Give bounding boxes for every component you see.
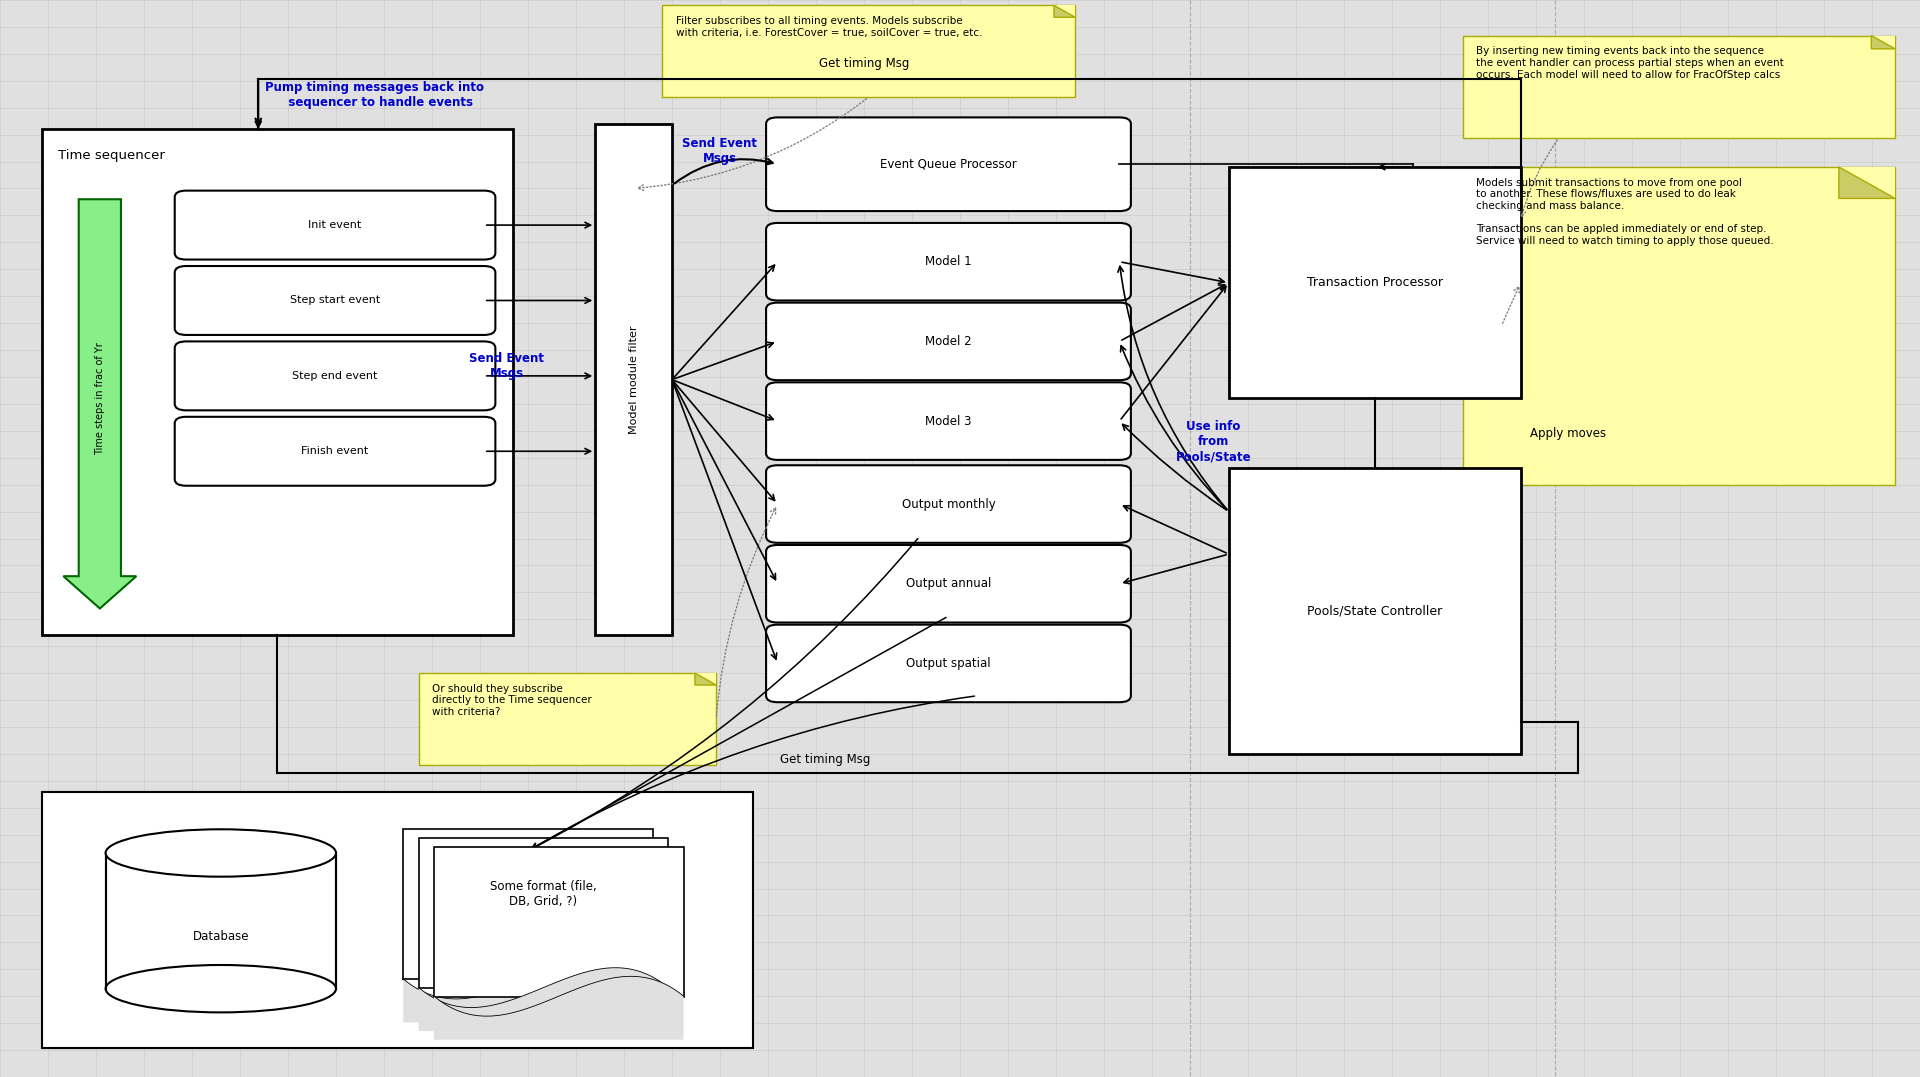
Bar (662, 5, 1075, 97)
Ellipse shape (106, 829, 336, 877)
Polygon shape (1054, 5, 1075, 17)
Text: Pump timing messages back into
   sequencer to handle events: Pump timing messages back into sequencer… (265, 81, 484, 109)
FancyBboxPatch shape (175, 191, 495, 260)
Text: Finish event: Finish event (301, 446, 369, 457)
Text: Get timing Msg: Get timing Msg (818, 57, 910, 70)
Bar (1463, 167, 1895, 485)
Bar (1463, 36, 1895, 138)
FancyBboxPatch shape (175, 417, 495, 486)
Polygon shape (1839, 167, 1895, 198)
Text: Database: Database (192, 931, 250, 943)
Text: Model module filter: Model module filter (628, 325, 639, 434)
FancyBboxPatch shape (766, 117, 1131, 211)
Text: Apply moves: Apply moves (1530, 426, 1607, 440)
Text: Transaction Processor: Transaction Processor (1308, 276, 1442, 290)
Text: Output annual: Output annual (906, 577, 991, 590)
Polygon shape (419, 968, 668, 1031)
FancyBboxPatch shape (766, 303, 1131, 380)
Polygon shape (1054, 5, 1075, 17)
Bar (434, 847, 684, 996)
Ellipse shape (106, 965, 336, 1012)
FancyArrow shape (63, 199, 136, 609)
FancyBboxPatch shape (766, 465, 1131, 543)
Text: Time sequencer: Time sequencer (58, 149, 165, 162)
Text: Time steps in frac of Yr: Time steps in frac of Yr (94, 342, 106, 454)
Bar (1229, 167, 1521, 398)
Text: Or should they subscribe
directly to the Time sequencer
with criteria?: Or should they subscribe directly to the… (432, 684, 591, 717)
FancyBboxPatch shape (175, 266, 495, 335)
Text: Get timing Msg: Get timing Msg (780, 753, 872, 766)
Text: Filter subscribes to all timing events. Models subscribe
with criteria, i.e. For: Filter subscribes to all timing events. … (676, 16, 983, 38)
FancyBboxPatch shape (766, 625, 1131, 702)
Text: Output monthly: Output monthly (902, 498, 995, 510)
Bar (419, 838, 668, 988)
Text: Pools/State Controller: Pools/State Controller (1308, 604, 1442, 618)
Text: Init event: Init event (309, 220, 361, 230)
Bar (403, 829, 653, 979)
Polygon shape (695, 673, 716, 685)
FancyBboxPatch shape (766, 223, 1131, 300)
Bar (106, 853, 336, 989)
Text: By inserting new timing events back into the sequence
the event handler can proc: By inserting new timing events back into… (1476, 46, 1784, 80)
Text: Output spatial: Output spatial (906, 657, 991, 670)
Bar (42, 129, 513, 635)
Text: Send Event
Msgs: Send Event Msgs (682, 137, 758, 165)
Polygon shape (434, 977, 684, 1039)
Text: Step start event: Step start event (290, 295, 380, 306)
Text: Send Event
Msgs: Send Event Msgs (468, 352, 545, 380)
Text: Model 2: Model 2 (925, 335, 972, 348)
Text: Use info
from
Pools/State: Use info from Pools/State (1175, 420, 1252, 463)
FancyBboxPatch shape (766, 545, 1131, 623)
Text: Event Queue Processor: Event Queue Processor (879, 157, 1018, 171)
Polygon shape (403, 960, 653, 1022)
Bar (42, 792, 753, 1048)
Text: Step end event: Step end event (292, 370, 378, 381)
Text: Model 3: Model 3 (925, 415, 972, 428)
Text: Models submit transactions to move from one pool
to another. These flows/fluxes : Models submit transactions to move from … (1476, 178, 1774, 246)
Bar (1229, 468, 1521, 754)
Polygon shape (1872, 36, 1895, 48)
Bar (595, 124, 672, 635)
Text: Model 1: Model 1 (925, 255, 972, 268)
FancyBboxPatch shape (766, 382, 1131, 460)
Text: Some format (file,
DB, Grid, ?): Some format (file, DB, Grid, ?) (490, 880, 597, 908)
FancyBboxPatch shape (175, 341, 495, 410)
Polygon shape (1839, 167, 1895, 198)
Polygon shape (695, 673, 716, 685)
Polygon shape (1872, 36, 1895, 48)
Bar (419, 673, 716, 765)
